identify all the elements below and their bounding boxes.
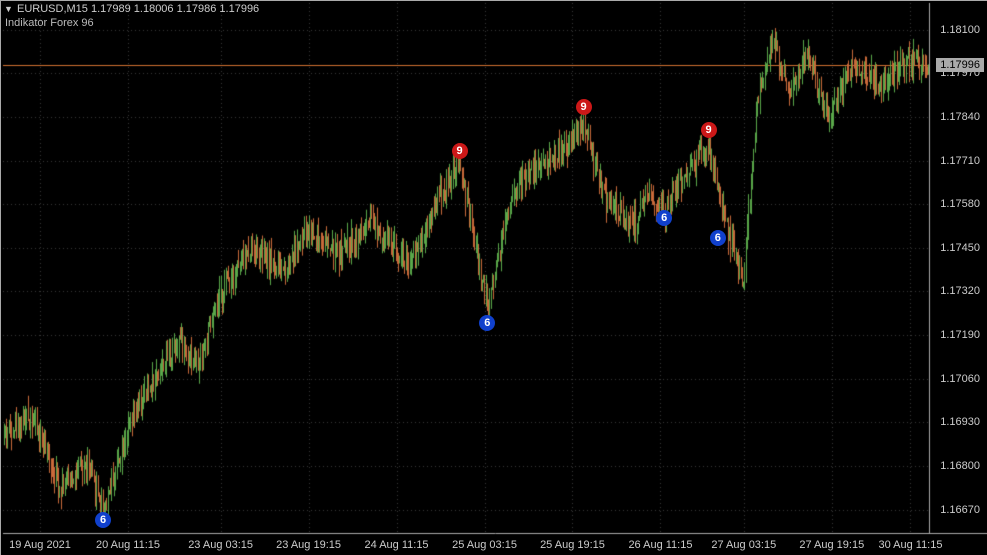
y-tick-label: 1.17840 (940, 111, 980, 123)
y-tick-label: 1.17450 (940, 242, 980, 254)
x-tick-label: 30 Aug 11:15 (878, 539, 942, 551)
signal-marker: 6 (710, 230, 726, 246)
dropdown-arrow-icon[interactable]: ▼ (4, 4, 13, 14)
x-tick-label: 25 Aug 03:15 (452, 539, 517, 551)
current-price-box: 1.17996 (936, 58, 984, 72)
x-tick-label: 25 Aug 19:15 (540, 539, 605, 551)
chart-container[interactable]: ▼ EURUSD,M15 1.17989 1.18006 1.17986 1.1… (0, 0, 987, 555)
x-tick-label: 24 Aug 11:15 (365, 539, 429, 551)
x-tick-label: 23 Aug 03:15 (188, 539, 253, 551)
y-tick-label: 1.17190 (940, 329, 980, 341)
signal-marker: 9 (452, 143, 468, 159)
candlestick-canvas (1, 1, 987, 555)
y-tick-label: 1.16800 (940, 460, 980, 472)
signal-marker: 6 (479, 315, 495, 331)
chart-title: EURUSD,M15 1.17989 1.18006 1.17986 1.179… (17, 3, 259, 15)
x-tick-label: 27 Aug 03:15 (711, 539, 776, 551)
x-tick-label: 27 Aug 19:15 (799, 539, 864, 551)
y-tick-label: 1.16930 (940, 416, 980, 428)
y-tick-label: 1.17580 (940, 198, 980, 210)
x-tick-label: 23 Aug 19:15 (276, 539, 341, 551)
y-tick-label: 1.16670 (940, 504, 980, 516)
y-tick-label: 1.17710 (940, 155, 980, 167)
signal-marker: 6 (656, 210, 672, 226)
signal-marker: 6 (95, 512, 111, 528)
signal-marker: 9 (576, 99, 592, 115)
x-tick-label: 20 Aug 11:15 (96, 539, 160, 551)
y-tick-label: 1.17320 (940, 285, 980, 297)
signal-marker: 9 (701, 122, 717, 138)
x-tick-label: 19 Aug 2021 (9, 539, 71, 551)
x-tick-label: 26 Aug 11:15 (628, 539, 692, 551)
y-tick-label: 1.18100 (940, 24, 980, 36)
indicator-label: Indikator Forex 96 (5, 17, 94, 29)
y-tick-label: 1.17060 (940, 373, 980, 385)
